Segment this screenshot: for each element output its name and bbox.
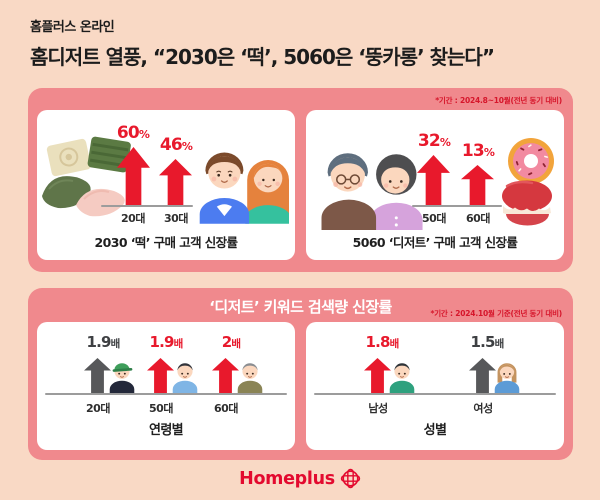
- card-caption: 연령별: [148, 423, 184, 438]
- growth-value: 1.8배: [365, 333, 399, 351]
- age-group-card: 1.9배 1.9배: [37, 322, 295, 450]
- page-title: 홈디저트 열풍, “2030은 ‘떡’, 5060은 ‘뚱카롱’ 찾는다”: [30, 45, 495, 69]
- card-caption: 2030 ‘떡’ 구매 고객 신장률: [94, 235, 239, 250]
- age-tick-label: 60대: [466, 212, 490, 225]
- tteok-growth-card: 60% 46% 20대 30대: [37, 110, 295, 260]
- person-female-icon: [492, 359, 522, 393]
- keyword-search-panel: ‘디저트’ 키워드 검색량 신장률 *기간 : 2024.10월 기준(전년 동…: [28, 288, 573, 460]
- arrow-up-icon: [461, 165, 494, 205]
- tteok-rice-cakes-illustration: [39, 136, 141, 220]
- person-male-icon: [387, 359, 417, 393]
- baseline: [101, 205, 193, 207]
- dessert-growth-card: 32% 13% 50대 60대: [306, 110, 564, 260]
- period-note-bottom: *기간 : 2024.10월 기준(전년 동기 대비): [430, 309, 563, 318]
- donut-macaron-illustration: [498, 136, 560, 234]
- header: 홈플러스 온라인 홈디저트 열풍, “2030은 ‘떡’, 5060은 ‘뚱카롱…: [30, 16, 495, 70]
- arrow-up-icon: [417, 155, 450, 205]
- arrow-up-icon: [364, 358, 391, 393]
- age-tick-label: 50대: [149, 402, 173, 415]
- age-tick-label: 30대: [164, 212, 188, 225]
- kicker: 홈플러스 온라인: [30, 20, 115, 35]
- age-tick-label: 20대: [86, 402, 110, 415]
- growth-value: 13%: [461, 141, 495, 161]
- gender-card: 1.8배 1.5배: [306, 322, 564, 450]
- baseline: [412, 205, 502, 207]
- person-60s-icon: [235, 359, 265, 393]
- growth-value: 1.9배: [149, 333, 183, 351]
- card-caption: 5060 ‘디저트’ 구매 고객 신장률: [352, 235, 518, 250]
- baseline: [314, 393, 556, 395]
- person-20s-icon: [107, 359, 137, 393]
- age-tick-label: 20대: [121, 212, 145, 225]
- growth-value: 1.5배: [470, 333, 504, 351]
- gender-tick-label: 여성: [473, 402, 493, 415]
- age-tick-label: 60대: [214, 402, 238, 415]
- homeplus-logo-icon: [340, 468, 361, 489]
- senior-couple-illustration: [313, 134, 425, 230]
- growth-value: 1.9배: [86, 333, 120, 351]
- arrow-up-icon: [159, 159, 192, 205]
- section-title: ‘디저트’ 키워드 검색량 신장률: [209, 298, 392, 316]
- growth-value: 2배: [221, 333, 241, 351]
- growth-value: 46%: [159, 135, 193, 155]
- purchase-growth-panel: *기간 : 2024.8~10월(전년 동기 대비): [28, 88, 573, 272]
- arrow-up-icon: [147, 358, 174, 393]
- age-tick-label: 50대: [422, 212, 446, 225]
- arrow-up-icon: [117, 147, 150, 205]
- arrow-up-icon: [212, 358, 239, 393]
- gender-tick-label: 남성: [368, 402, 388, 415]
- footer: Homeplus: [0, 468, 600, 489]
- card-caption: 성별: [423, 423, 447, 438]
- period-note-top: *기간 : 2024.8~10월(전년 동기 대비): [435, 96, 562, 105]
- arrow-up-icon: [469, 358, 496, 393]
- homeplus-wordmark: Homeplus: [239, 468, 335, 489]
- baseline: [45, 393, 287, 395]
- growth-value: 32%: [417, 131, 451, 151]
- growth-value: 60%: [116, 123, 150, 143]
- person-50s-icon: [170, 359, 200, 393]
- young-couple-illustration: [194, 134, 289, 226]
- arrow-up-icon: [84, 358, 111, 393]
